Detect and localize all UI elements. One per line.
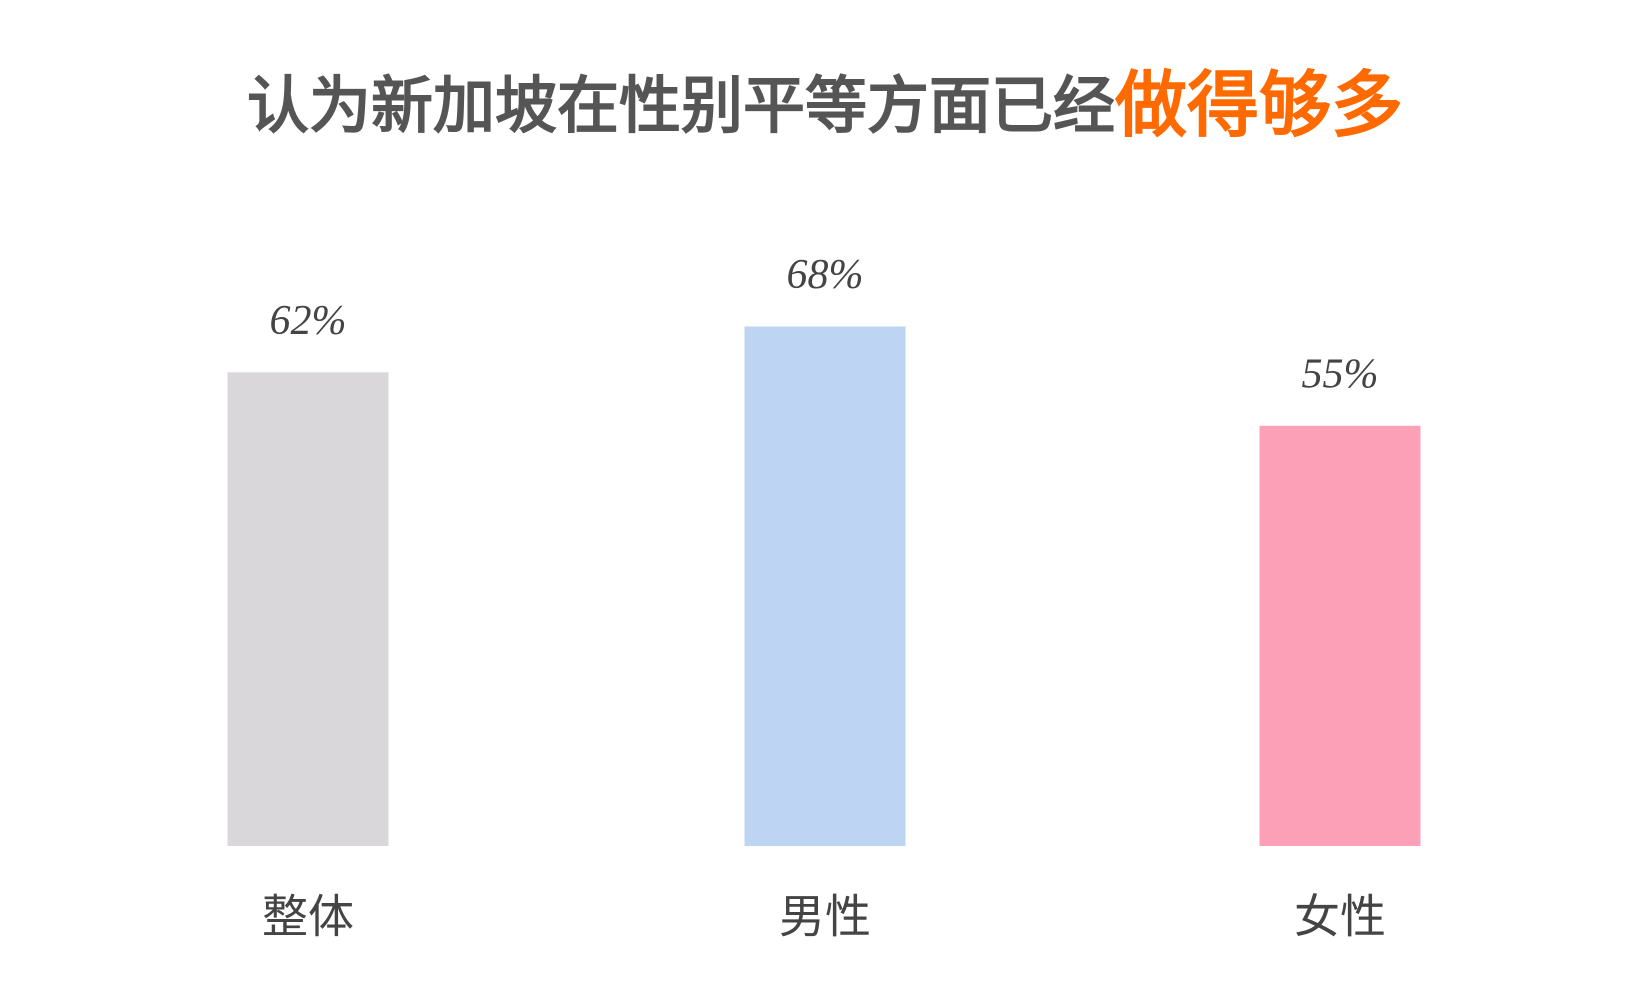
x-tick-label: 男性 <box>779 890 871 944</box>
bar <box>227 372 389 846</box>
x-tick-label: 女性 <box>1294 890 1386 944</box>
title-highlight: 做得够多 <box>1114 63 1403 147</box>
bar <box>1259 425 1421 846</box>
x-tick-label: 整体 <box>262 890 354 944</box>
bar <box>744 326 906 847</box>
title-main: 认为新加坡在性别平等方面已经 <box>247 69 1115 142</box>
chart-title: 认为新加坡在性别平等方面已经做得够多 <box>247 63 1403 147</box>
value-label: 55% <box>1302 351 1379 397</box>
value-label: 62% <box>270 298 347 344</box>
value-label: 68% <box>787 252 864 298</box>
